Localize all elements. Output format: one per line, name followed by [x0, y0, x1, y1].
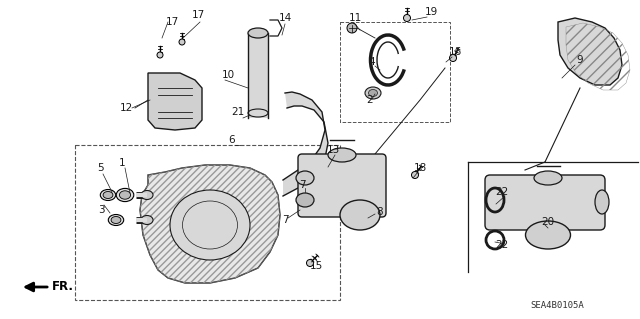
Text: 16: 16 — [449, 47, 461, 57]
Ellipse shape — [116, 189, 134, 202]
Text: 22: 22 — [495, 187, 509, 197]
Ellipse shape — [595, 190, 609, 214]
Polygon shape — [558, 18, 622, 85]
FancyBboxPatch shape — [298, 154, 386, 217]
Ellipse shape — [170, 190, 250, 260]
Circle shape — [307, 259, 314, 266]
Text: 22: 22 — [495, 240, 509, 250]
Text: 1: 1 — [118, 158, 125, 168]
Ellipse shape — [369, 90, 378, 97]
Circle shape — [412, 172, 419, 179]
Circle shape — [347, 23, 357, 33]
Text: 18: 18 — [413, 163, 427, 173]
Text: SEA4B0105A: SEA4B0105A — [530, 300, 584, 309]
Text: 9: 9 — [577, 55, 583, 65]
Text: 17: 17 — [165, 17, 179, 27]
Text: 2: 2 — [367, 95, 373, 105]
Ellipse shape — [111, 217, 121, 224]
Ellipse shape — [248, 28, 268, 38]
Text: 7: 7 — [282, 215, 288, 225]
Ellipse shape — [534, 171, 562, 185]
Circle shape — [403, 14, 410, 21]
Text: 3: 3 — [98, 205, 104, 215]
Text: 5: 5 — [97, 163, 103, 173]
Ellipse shape — [296, 193, 314, 207]
Text: 12: 12 — [120, 103, 132, 113]
Circle shape — [179, 39, 185, 45]
Text: 20: 20 — [541, 217, 555, 227]
Circle shape — [157, 52, 163, 58]
Ellipse shape — [141, 216, 153, 225]
Text: FR.: FR. — [52, 280, 74, 293]
Ellipse shape — [340, 200, 380, 230]
Text: 15: 15 — [309, 261, 323, 271]
Ellipse shape — [365, 87, 381, 99]
Ellipse shape — [141, 190, 153, 199]
Text: 21: 21 — [232, 107, 244, 117]
Text: 7: 7 — [299, 180, 305, 190]
Ellipse shape — [525, 221, 570, 249]
Text: 19: 19 — [424, 7, 438, 17]
Text: 11: 11 — [348, 13, 362, 23]
Polygon shape — [283, 92, 328, 196]
Text: 13: 13 — [326, 145, 340, 155]
Ellipse shape — [296, 171, 314, 185]
Ellipse shape — [108, 214, 124, 226]
Ellipse shape — [100, 189, 116, 201]
Text: 10: 10 — [221, 70, 235, 80]
Bar — [340, 22, 450, 122]
Circle shape — [449, 55, 456, 62]
Text: 14: 14 — [278, 13, 292, 23]
Bar — [248, 33, 268, 118]
Ellipse shape — [103, 191, 113, 198]
Ellipse shape — [328, 148, 356, 162]
Text: 6: 6 — [228, 135, 236, 145]
Text: 8: 8 — [377, 207, 383, 217]
Polygon shape — [140, 165, 280, 283]
FancyBboxPatch shape — [485, 175, 605, 230]
Text: 17: 17 — [191, 10, 205, 20]
Bar — [75, 145, 340, 300]
Text: 4: 4 — [369, 57, 375, 67]
Ellipse shape — [120, 191, 131, 199]
Polygon shape — [148, 73, 202, 130]
